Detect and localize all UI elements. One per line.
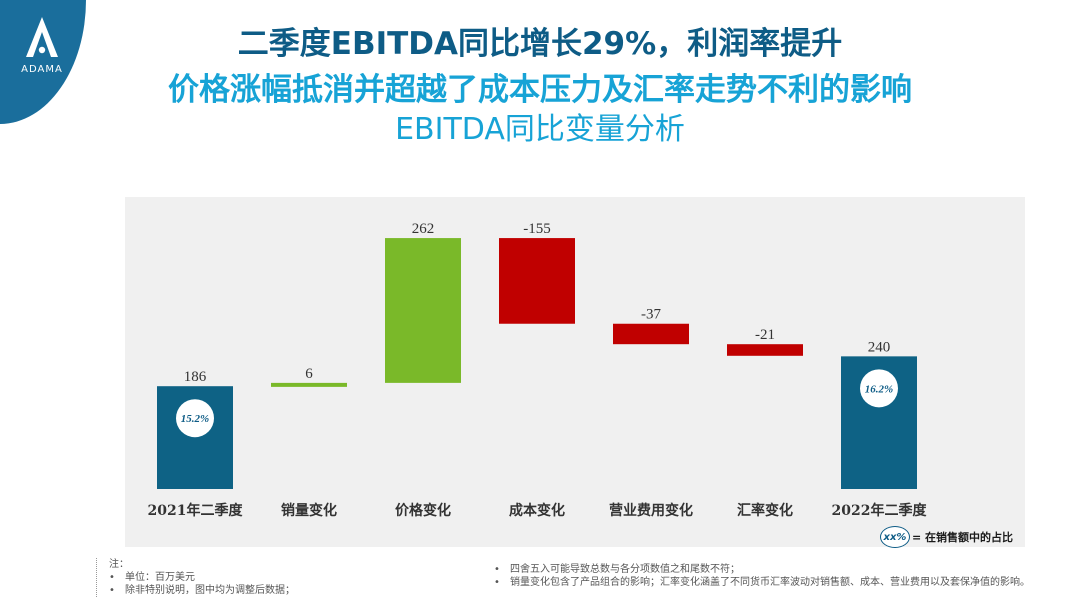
value-label-1: 6	[305, 366, 313, 382]
bar-1	[271, 382, 347, 387]
page-subtitle: 价格涨幅抵消并超越了成本压力及汇率走势不利的影响	[168, 72, 912, 108]
note-item: • 销量变化包含了产品组合的影响；汇率变化涵盖了不同货币汇率波动对销售额、成本、…	[494, 576, 1054, 589]
bar-4	[613, 323, 689, 345]
bullet: •	[109, 572, 115, 583]
category-label-1: 销量变化	[281, 502, 337, 519]
category-label-3: 成本变化	[509, 502, 565, 519]
note-item: • 除非特别说明，图中均为调整后数据；	[109, 584, 469, 597]
margin-badge-text-0: 15.2%	[181, 413, 209, 425]
category-label-6: 2022年二季度	[832, 502, 928, 519]
bar-3	[499, 238, 575, 324]
category-label-0: 2021年二季度	[148, 502, 244, 519]
category-label-2: 价格变化	[395, 502, 451, 519]
notes-right: • 四舍五入可能导致总数与各分项数值之和尾数不符； • 销量变化包含了产品组合的…	[494, 563, 1054, 589]
legend-badge: xx%	[880, 526, 910, 548]
note-text: 单位：百万美元	[125, 572, 195, 583]
chart-legend: xx% = 在销售额中的占比	[880, 525, 1013, 549]
value-label-6: 240	[868, 339, 891, 355]
legend-text: = 在销售额中的占比	[912, 531, 1014, 544]
waterfall-chart: 186 2021年二季度 15.2% 6 销量变化 262 价格变化 -155 成本变化 -37 营…	[148, 221, 928, 519]
chart-title: EBITDA同比变量分析	[395, 112, 685, 147]
notes-left: 注： • 单位：百万美元 • 除非特别说明，图中均为调整后数据；	[96, 558, 469, 597]
note-text: 销量变化包含了产品组合的影响；汇率变化涵盖了不同货币汇率波动对销售额、成本、营业…	[510, 577, 1030, 588]
value-label-3: -155	[523, 221, 551, 237]
page-title: 二季度EBITDA同比增长29%，利润率提升	[237, 26, 843, 62]
category-label-4: 营业费用变化	[609, 502, 693, 519]
note-item: • 四舍五入可能导致总数与各分项数值之和尾数不符；	[494, 563, 1054, 576]
bullet: •	[494, 577, 500, 588]
value-label-5: -21	[755, 327, 775, 343]
logo-text: ADAMA	[21, 64, 63, 75]
bullet: •	[494, 564, 500, 575]
note-item: • 单位：百万美元	[109, 571, 469, 584]
margin-badge-0	[176, 399, 214, 438]
logo-tab: ADAMA	[0, 0, 86, 124]
note-text: 四舍五入可能导致总数与各分项数值之和尾数不符；	[510, 564, 740, 575]
category-label-5: 汇率变化	[737, 502, 793, 519]
value-label-0: 186	[184, 369, 207, 385]
note-text: 除非特别说明，图中均为调整后数据；	[125, 585, 295, 596]
value-label-2: 262	[412, 221, 435, 237]
value-label-4: -37	[641, 307, 661, 323]
bar-2	[385, 238, 461, 383]
notes-heading: 注：	[109, 559, 129, 570]
bullet: •	[109, 585, 115, 596]
margin-badge-text-6: 16.2%	[865, 383, 893, 395]
adama-logo-icon	[26, 17, 58, 57]
bar-5	[727, 344, 803, 356]
margin-badge-6	[860, 369, 898, 408]
